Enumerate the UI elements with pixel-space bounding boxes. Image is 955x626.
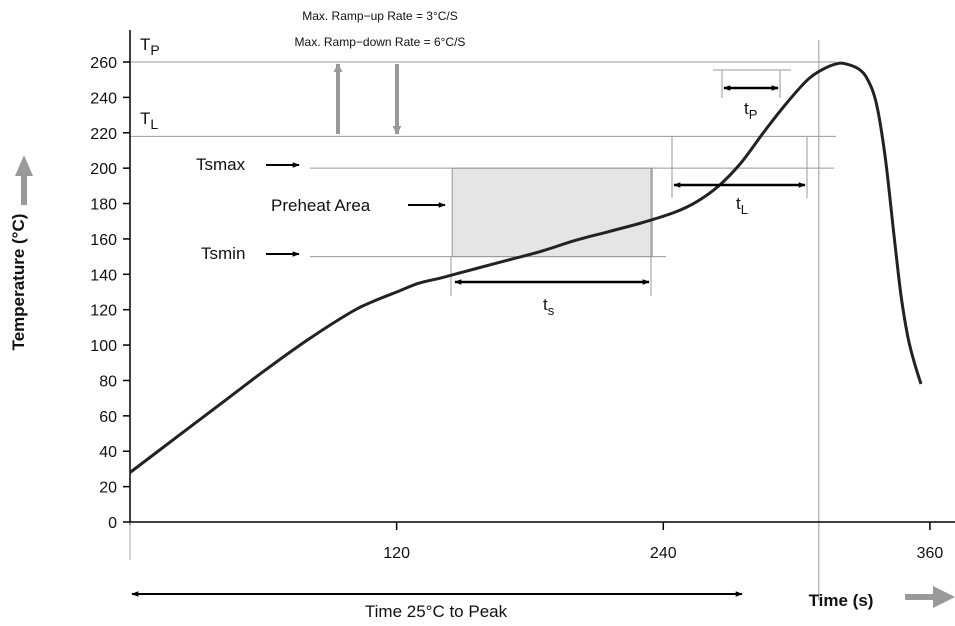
y-axis-title: Temperature (°C) [9, 214, 28, 351]
y-axis-arrow-stem [21, 175, 27, 205]
x-axis-title: Time (s) [809, 591, 874, 610]
x-ticks: 120 240 360 [383, 522, 943, 562]
x-tick-label: 240 [650, 545, 677, 562]
y-tick-label: 80 [99, 373, 117, 390]
y-tick-label: 180 [90, 197, 117, 214]
y-tick-label: 240 [90, 90, 117, 107]
y-tick-label: 200 [90, 161, 117, 178]
y-tick-label: 140 [90, 267, 117, 284]
tp-duration-label: tP [744, 99, 757, 122]
tl-duration-label: tL [736, 194, 748, 217]
reference-guides [130, 40, 836, 600]
preheat-area [451, 167, 653, 258]
y-ticks: 0 20 40 60 80 100 120 140 160 180 200 220 240 260 [90, 55, 130, 532]
x-tick-label: 120 [383, 545, 410, 562]
y-tick-label: 160 [90, 232, 117, 249]
tsmax-label: Tsmax [196, 155, 246, 174]
temperature-profile-curve [129, 61, 923, 474]
y-tick-label: 120 [90, 303, 117, 320]
y-axis-arrow-icon [15, 155, 33, 176]
y-tick-label: 20 [99, 480, 117, 497]
y-tick-label: 60 [99, 409, 117, 426]
y-tick-label: 220 [90, 126, 117, 143]
ramp-down-text: Max. Ramp−down Rate = 6°C/S [295, 35, 466, 49]
tp-label: TP [140, 35, 160, 58]
y-tick-label: 0 [108, 515, 117, 532]
x-axis-arrow-stem [905, 594, 935, 600]
tl-label: TL [140, 109, 158, 132]
tsmin-label: Tsmin [201, 244, 245, 263]
time-to-peak-label: Time 25°C to Peak [365, 602, 508, 621]
y-tick-label: 100 [90, 338, 117, 355]
ts-label: ts [543, 295, 555, 318]
y-tick-label: 40 [99, 444, 117, 461]
preheat-label: Preheat Area [271, 196, 371, 215]
y-tick-label: 260 [90, 55, 117, 72]
x-tick-label: 360 [917, 545, 944, 562]
ramp-up-text: Max. Ramp−up Rate = 3°C/S [302, 9, 458, 23]
x-axis-arrow-icon [933, 586, 955, 608]
